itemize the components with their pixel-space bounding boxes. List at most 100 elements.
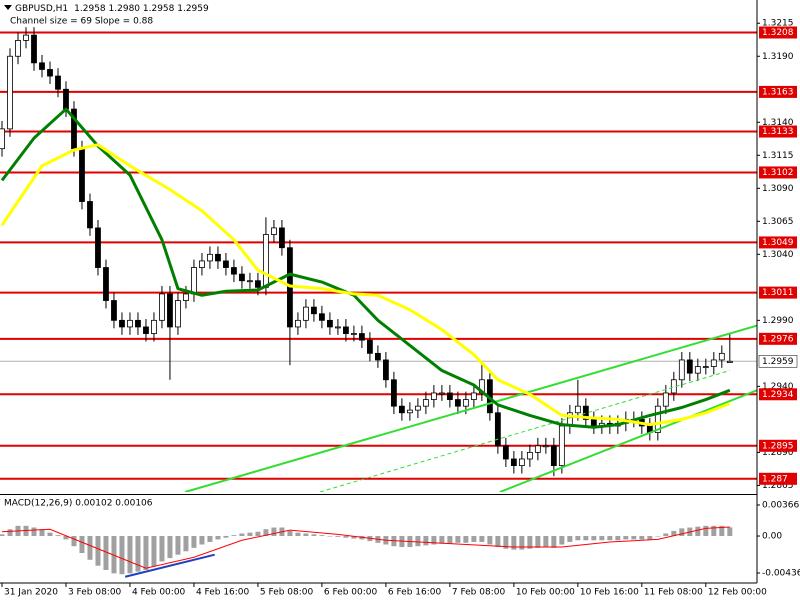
macd-bar <box>183 536 189 552</box>
candle-body <box>159 293 165 321</box>
candle-body <box>191 267 197 295</box>
candle-body <box>127 319 133 328</box>
candle-body <box>494 412 501 447</box>
macd-bar <box>103 536 109 570</box>
level-label-box <box>759 472 797 485</box>
macd-bar <box>559 536 565 545</box>
macd-bar <box>159 536 165 562</box>
level-label-box <box>759 236 797 249</box>
macd-bar <box>431 536 437 545</box>
macd-bar <box>495 536 501 548</box>
candle-body <box>406 409 413 414</box>
level-label: 1.3133 <box>762 127 794 137</box>
y-tick-label: 1.3040 <box>762 250 794 260</box>
macd-bar <box>215 536 221 540</box>
macd-bar <box>655 536 661 537</box>
candle-body <box>510 458 517 466</box>
candle-body <box>311 306 317 315</box>
candle-body <box>502 445 509 460</box>
macd-bar <box>239 533 245 537</box>
candle-body <box>215 253 221 262</box>
macd-bar <box>7 529 13 537</box>
candle-body <box>255 280 261 288</box>
candle-body <box>710 359 717 367</box>
x-tick-label: 11 Feb 08:00 <box>644 588 703 598</box>
chart-header: GBPUSD,H1 1.2958 1.2980 1.2958 1.2959 <box>15 4 209 14</box>
macd-plot <box>0 525 733 578</box>
candle-body <box>47 69 53 77</box>
macd-signal <box>1 526 730 569</box>
macd-bar <box>151 536 157 567</box>
candle-body <box>207 253 213 262</box>
y-tick-label: 1.3115 <box>762 151 794 161</box>
candle-body <box>534 445 541 453</box>
candle-body <box>223 260 229 268</box>
candle-body <box>367 339 373 354</box>
macd-bar <box>615 536 621 541</box>
candle-body <box>239 273 245 282</box>
candle-body <box>303 306 309 321</box>
macd-bar <box>639 536 645 540</box>
candle-body <box>95 227 101 268</box>
candle-body <box>135 319 141 328</box>
x-tick-label: 6 Feb 16:00 <box>388 588 442 598</box>
y-tick-label: 1.2890 <box>762 448 794 458</box>
level-label: 1.3011 <box>762 288 794 298</box>
y-tick-label: 1.3215 <box>762 19 794 29</box>
macd-bar <box>567 536 573 542</box>
candle-body <box>582 405 589 420</box>
macd-bar <box>0 534 5 537</box>
macd-bar <box>527 536 533 549</box>
candle-body <box>359 333 365 341</box>
y-tick-label: 1.2940 <box>762 382 794 392</box>
candle-body <box>518 458 525 466</box>
candle-body <box>31 34 37 64</box>
macd-y-tick-label: -0.00436 <box>762 569 800 579</box>
candle-body <box>662 392 669 407</box>
macd-bar <box>39 529 45 537</box>
candle-body <box>199 260 205 268</box>
candle-body <box>175 300 181 328</box>
x-tick-label: 3 Feb 08:00 <box>68 588 122 598</box>
candle-body <box>414 405 421 411</box>
macd-bar <box>199 536 205 545</box>
macd-bar <box>647 536 653 540</box>
candle-body <box>462 399 469 407</box>
candle-body <box>327 319 333 328</box>
level-label: 1.2976 <box>762 334 794 344</box>
candle-body <box>231 267 237 275</box>
x-tick-label: 12 Feb 00:00 <box>708 588 767 598</box>
x-tick-label: 4 Feb 00:00 <box>132 588 186 598</box>
candle-body <box>686 359 693 374</box>
level-label: 1.3102 <box>762 168 794 178</box>
candle-body <box>183 293 189 301</box>
candle-body <box>454 399 461 407</box>
macd-bar <box>583 536 589 541</box>
level-label: 1.2895 <box>762 441 794 451</box>
level-label: 1.3208 <box>762 28 794 38</box>
macd-bar <box>135 536 141 572</box>
moving-average <box>0 143 731 427</box>
macd-bar <box>191 536 197 548</box>
candle-body <box>271 227 277 235</box>
macd-bar <box>247 532 253 537</box>
y-tick-label: 1.3140 <box>762 118 794 128</box>
macd-bar <box>175 536 181 555</box>
macd-bar <box>439 536 445 544</box>
macd-bar <box>695 526 701 537</box>
candle-body <box>7 55 13 130</box>
candle-body <box>39 62 45 70</box>
macd-bar <box>31 527 37 537</box>
macd-bar <box>631 536 637 540</box>
candle-body <box>382 359 389 381</box>
channel-line <box>319 370 730 492</box>
candle-body <box>550 445 557 466</box>
candle-body <box>143 326 149 334</box>
candle-body <box>167 293 173 328</box>
candle-body <box>430 392 437 400</box>
macd-bar <box>543 536 549 548</box>
macd-bar <box>335 536 341 537</box>
macd-bar <box>471 536 477 542</box>
